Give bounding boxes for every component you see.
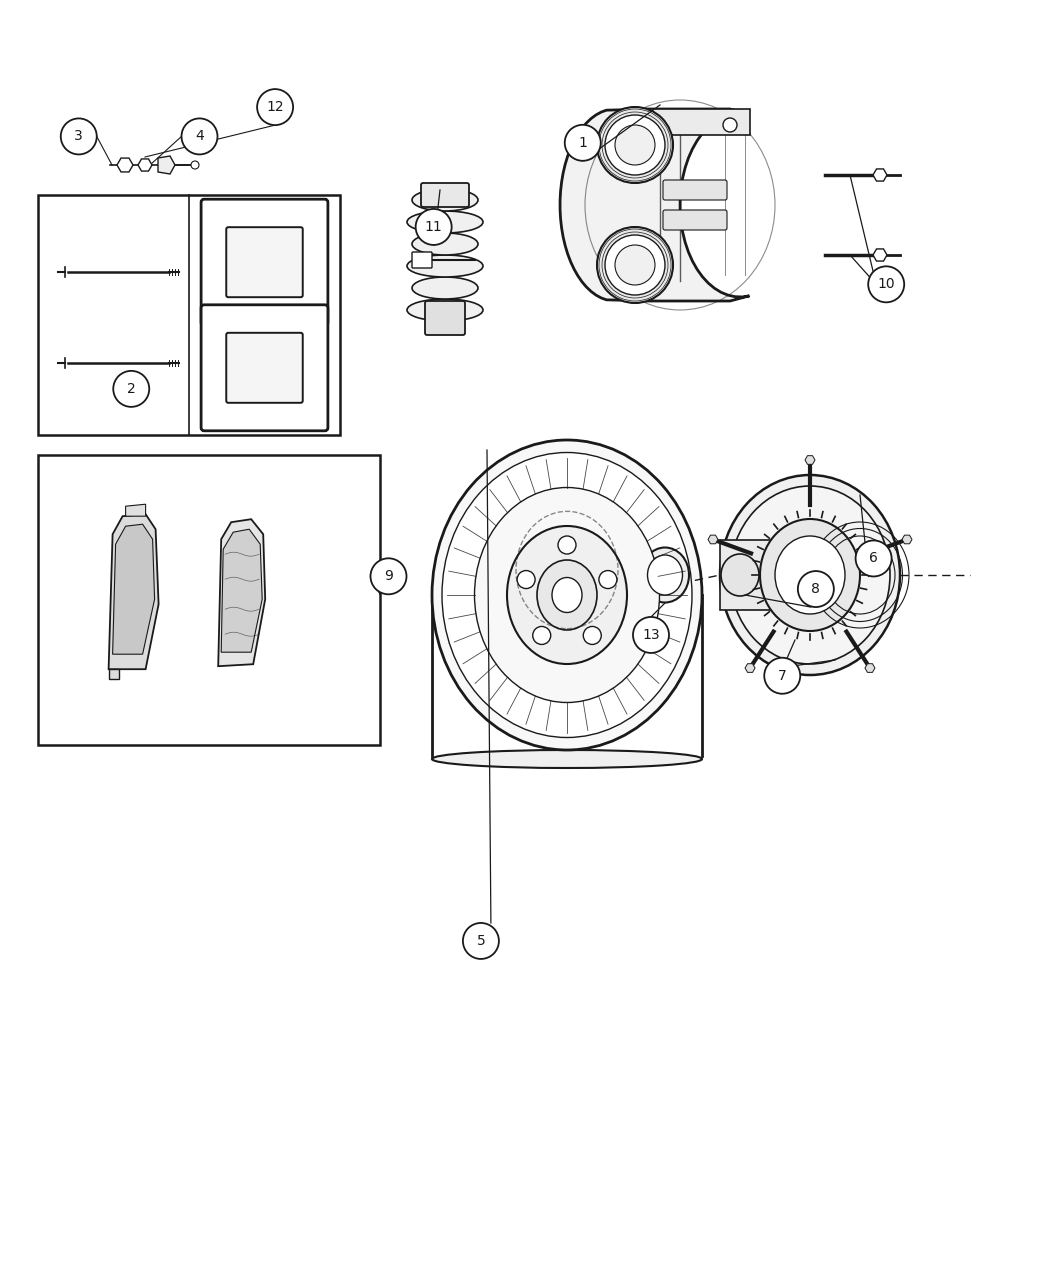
Ellipse shape <box>537 560 597 630</box>
Ellipse shape <box>407 300 483 321</box>
Ellipse shape <box>432 440 702 750</box>
Polygon shape <box>108 514 159 669</box>
Circle shape <box>113 371 149 407</box>
Circle shape <box>583 626 602 644</box>
Circle shape <box>517 570 536 589</box>
Polygon shape <box>158 156 175 173</box>
Ellipse shape <box>407 255 483 277</box>
Text: 8: 8 <box>812 583 820 595</box>
Circle shape <box>605 235 665 295</box>
FancyBboxPatch shape <box>425 301 465 335</box>
Text: 11: 11 <box>425 221 442 233</box>
Ellipse shape <box>775 536 845 615</box>
Polygon shape <box>865 664 875 672</box>
Ellipse shape <box>552 578 582 612</box>
FancyBboxPatch shape <box>38 195 340 435</box>
Circle shape <box>868 266 904 302</box>
Text: 5: 5 <box>477 935 485 947</box>
Polygon shape <box>222 529 262 653</box>
Text: 13: 13 <box>643 629 659 641</box>
Circle shape <box>605 115 665 175</box>
FancyBboxPatch shape <box>38 455 380 745</box>
Ellipse shape <box>407 210 483 233</box>
Polygon shape <box>873 170 887 181</box>
Ellipse shape <box>721 555 759 595</box>
FancyBboxPatch shape <box>663 210 727 229</box>
Ellipse shape <box>720 476 900 674</box>
Ellipse shape <box>432 750 702 768</box>
Text: 10: 10 <box>878 278 895 291</box>
Circle shape <box>371 558 406 594</box>
Circle shape <box>597 107 673 184</box>
FancyBboxPatch shape <box>202 199 328 325</box>
Ellipse shape <box>412 277 478 300</box>
Circle shape <box>463 923 499 959</box>
Polygon shape <box>138 159 152 171</box>
Polygon shape <box>560 108 750 301</box>
Polygon shape <box>720 541 780 609</box>
Circle shape <box>598 570 617 589</box>
Ellipse shape <box>648 555 682 595</box>
Circle shape <box>615 245 655 286</box>
Circle shape <box>565 125 601 161</box>
Text: 1: 1 <box>579 136 587 149</box>
Polygon shape <box>108 669 119 680</box>
Polygon shape <box>112 524 154 654</box>
FancyBboxPatch shape <box>421 184 469 207</box>
Polygon shape <box>746 664 755 672</box>
Ellipse shape <box>507 527 627 664</box>
Circle shape <box>558 536 576 555</box>
Text: 2: 2 <box>127 382 135 395</box>
FancyBboxPatch shape <box>226 227 302 297</box>
Circle shape <box>532 626 551 644</box>
Circle shape <box>597 227 673 303</box>
Ellipse shape <box>442 453 692 737</box>
Polygon shape <box>117 158 133 172</box>
Text: 9: 9 <box>384 570 393 583</box>
FancyBboxPatch shape <box>663 180 727 200</box>
FancyBboxPatch shape <box>202 305 328 431</box>
FancyBboxPatch shape <box>412 252 432 268</box>
Circle shape <box>723 119 737 133</box>
Ellipse shape <box>760 519 860 631</box>
Polygon shape <box>805 455 815 464</box>
Ellipse shape <box>475 487 659 703</box>
Polygon shape <box>708 536 718 544</box>
Polygon shape <box>902 536 912 544</box>
Circle shape <box>764 658 800 694</box>
Circle shape <box>615 125 655 164</box>
Circle shape <box>856 541 891 576</box>
Circle shape <box>61 119 97 154</box>
Polygon shape <box>873 249 887 261</box>
Circle shape <box>257 89 293 125</box>
FancyBboxPatch shape <box>226 333 302 403</box>
Text: 7: 7 <box>778 669 786 682</box>
Text: 6: 6 <box>869 552 878 565</box>
Circle shape <box>633 617 669 653</box>
Polygon shape <box>126 504 146 516</box>
Text: 4: 4 <box>195 130 204 143</box>
Polygon shape <box>218 519 266 667</box>
Circle shape <box>182 119 217 154</box>
Circle shape <box>191 161 200 170</box>
Text: 3: 3 <box>75 130 83 143</box>
Circle shape <box>798 571 834 607</box>
Ellipse shape <box>412 233 478 255</box>
Circle shape <box>416 209 452 245</box>
Text: 12: 12 <box>267 101 284 113</box>
Ellipse shape <box>412 189 478 210</box>
Ellipse shape <box>730 486 890 664</box>
Polygon shape <box>650 108 750 135</box>
Ellipse shape <box>640 547 689 603</box>
